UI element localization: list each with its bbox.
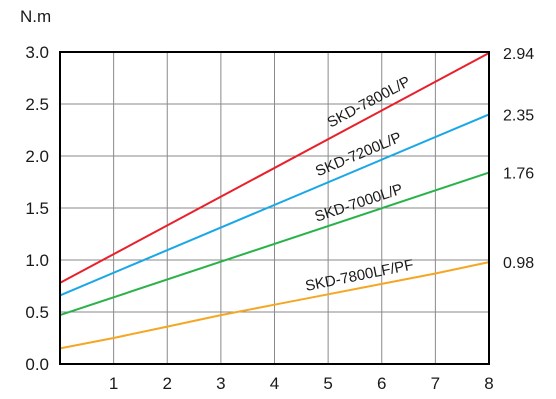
x-tick-label: 8 <box>484 374 493 393</box>
series-line <box>59 113 490 297</box>
x-tick-label: 2 <box>163 374 172 393</box>
x-tick-label: 7 <box>431 374 440 393</box>
end-value-label: 1.76 <box>503 166 534 183</box>
x-tick-label: 5 <box>323 374 332 393</box>
series-line <box>59 52 490 284</box>
series-line <box>59 171 490 317</box>
end-value-labels: 2.94 2.35 1.76 0.98 <box>503 46 534 272</box>
end-value-label: 2.94 <box>503 46 534 63</box>
x-tick-label: 1 <box>109 374 118 393</box>
x-tick-label: 4 <box>270 374 279 393</box>
series-name-label: SKD-7200L/P <box>313 129 404 180</box>
series-line <box>59 261 490 350</box>
y-tick-label: 3.0 <box>25 43 49 62</box>
y-tick-label: 0.5 <box>25 303 49 322</box>
y-tick-label: 1.0 <box>25 251 49 270</box>
x-tick-label: 6 <box>377 374 386 393</box>
series-name-label: SKD-7800L/P <box>324 73 413 131</box>
x-tick-label: 3 <box>216 374 225 393</box>
y-axis-label: N.m <box>20 7 51 26</box>
y-tick-label: 2.0 <box>25 147 49 166</box>
end-value-label: 2.35 <box>503 107 534 124</box>
x-tick-labels: 1 2 3 4 5 6 7 8 <box>109 374 494 393</box>
series-lines <box>59 52 490 350</box>
series-name-label: SKD-7000L/P <box>313 181 405 226</box>
y-tick-labels: 0.0 0.5 1.0 1.5 2.0 2.5 3.0 <box>25 43 49 374</box>
y-tick-label: 0.0 <box>25 355 49 374</box>
y-tick-label: 2.5 <box>25 95 49 114</box>
plot-frame <box>59 51 490 365</box>
y-tick-label: 1.5 <box>25 199 49 218</box>
grid <box>60 52 489 364</box>
series-name-labels: SKD-7800L/PSKD-7200L/PSKD-7000L/PSKD-780… <box>304 73 415 295</box>
end-value-label: 0.98 <box>503 255 534 272</box>
